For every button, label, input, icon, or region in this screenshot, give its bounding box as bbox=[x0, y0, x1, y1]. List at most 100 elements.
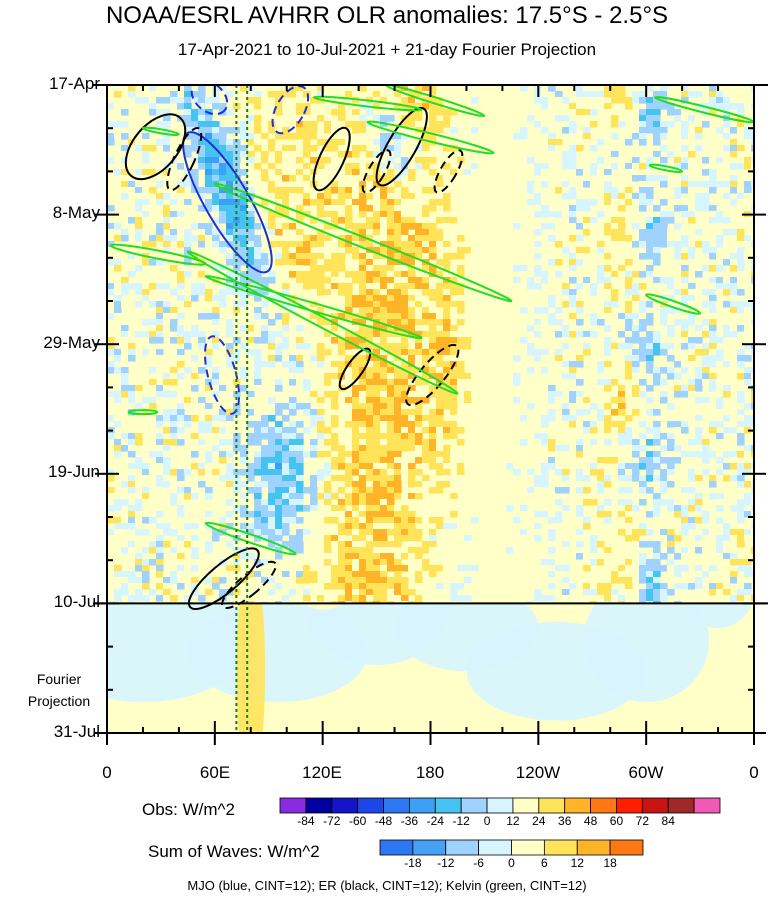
obs-cell bbox=[625, 523, 633, 530]
obs-cell bbox=[352, 193, 360, 200]
obs-cell bbox=[352, 589, 360, 596]
obs-cell bbox=[261, 583, 269, 590]
obs-cell bbox=[737, 391, 745, 398]
obs-cell bbox=[226, 319, 234, 326]
obs-cell bbox=[618, 397, 626, 404]
obs-cell bbox=[282, 283, 290, 290]
obs-cell bbox=[730, 253, 738, 260]
obs-cell bbox=[653, 247, 661, 254]
obs-cell bbox=[261, 85, 269, 92]
obs-cell bbox=[408, 427, 416, 434]
obs-cell bbox=[254, 427, 262, 434]
obs-cell bbox=[135, 601, 143, 603]
obs-cell bbox=[156, 235, 164, 242]
obs-cell bbox=[520, 157, 528, 164]
obs-cell bbox=[205, 127, 213, 134]
obs-cell bbox=[205, 547, 213, 554]
obs-cell bbox=[555, 271, 563, 278]
obs-cell bbox=[135, 265, 143, 272]
obs-cell bbox=[268, 277, 276, 284]
obs-cell bbox=[296, 247, 304, 254]
obs-cell bbox=[107, 97, 115, 104]
obs-cell bbox=[408, 199, 416, 206]
obs-cell bbox=[114, 595, 122, 602]
obs-cell bbox=[737, 103, 745, 110]
obs-cell bbox=[345, 421, 353, 428]
obs-cell bbox=[254, 121, 262, 128]
obs-cell bbox=[373, 307, 381, 314]
obs-cell bbox=[163, 583, 171, 590]
er-contour bbox=[338, 347, 372, 391]
obs-cell bbox=[625, 517, 633, 524]
obs-cell bbox=[366, 427, 374, 434]
obs-cell bbox=[387, 277, 395, 284]
obs-cell bbox=[282, 343, 290, 350]
obs-cell bbox=[429, 499, 437, 506]
obs-cell bbox=[275, 331, 283, 338]
obs-cell bbox=[429, 223, 437, 230]
obs-cell bbox=[681, 115, 689, 122]
obs-cell bbox=[226, 385, 234, 392]
obs-cell bbox=[345, 235, 353, 242]
obs-cell bbox=[156, 559, 164, 566]
obs-cell bbox=[233, 157, 241, 164]
obs-cell bbox=[681, 85, 689, 92]
obs-cell bbox=[247, 223, 255, 230]
obs-cell bbox=[548, 199, 556, 206]
obs-cell bbox=[156, 349, 164, 356]
obs-cell bbox=[730, 181, 738, 188]
obs-cell bbox=[121, 589, 129, 596]
obs-cell bbox=[632, 385, 640, 392]
obs-cell bbox=[716, 361, 724, 368]
obs-cell bbox=[401, 511, 409, 518]
obs-cell bbox=[142, 595, 150, 602]
obs-cell bbox=[156, 511, 164, 518]
obs-cell bbox=[268, 475, 276, 482]
obs-cell bbox=[191, 541, 199, 548]
obs-cell bbox=[191, 487, 199, 494]
obs-cell bbox=[149, 469, 157, 476]
obs-cell bbox=[604, 223, 612, 230]
obs-cell bbox=[457, 343, 465, 350]
obs-cell bbox=[583, 103, 591, 110]
obs-cell bbox=[625, 331, 633, 338]
obs-cell bbox=[310, 541, 318, 548]
obs-cell bbox=[604, 85, 612, 92]
obs-cell bbox=[576, 235, 584, 242]
obs-cell bbox=[730, 361, 738, 368]
obs-cell bbox=[317, 403, 325, 410]
obs-cell bbox=[639, 529, 647, 536]
obs-cell bbox=[611, 577, 619, 584]
obs-cell bbox=[576, 451, 584, 458]
obs-cell bbox=[296, 493, 304, 500]
obs-cell bbox=[261, 157, 269, 164]
obs-cell bbox=[611, 295, 619, 302]
obs-cell bbox=[198, 271, 206, 278]
obs-cell bbox=[303, 391, 311, 398]
obs-cell bbox=[338, 475, 346, 482]
obs-cell bbox=[296, 379, 304, 386]
obs-cell bbox=[667, 337, 675, 344]
obs-cell bbox=[121, 121, 129, 128]
obs-cell bbox=[135, 373, 143, 380]
obs-cell bbox=[296, 115, 304, 122]
obs-cell bbox=[261, 391, 269, 398]
obs-cell bbox=[415, 457, 423, 464]
obs-cell bbox=[331, 109, 339, 116]
obs-cell bbox=[618, 247, 626, 254]
obs-cell bbox=[436, 445, 444, 452]
obs-cell bbox=[583, 169, 591, 176]
obs-cell bbox=[737, 403, 745, 410]
obs-cell bbox=[135, 181, 143, 188]
obs-cell bbox=[639, 193, 647, 200]
obs-cell bbox=[296, 169, 304, 176]
er-contour bbox=[166, 126, 203, 192]
obs-cell bbox=[429, 283, 437, 290]
obs-cell bbox=[240, 151, 248, 158]
obs-cell bbox=[240, 397, 248, 404]
obs-cell bbox=[394, 523, 402, 530]
obs-cell bbox=[653, 217, 661, 224]
obs-cell bbox=[702, 553, 710, 560]
obs-cell bbox=[317, 289, 325, 296]
obs-cell bbox=[751, 397, 754, 404]
